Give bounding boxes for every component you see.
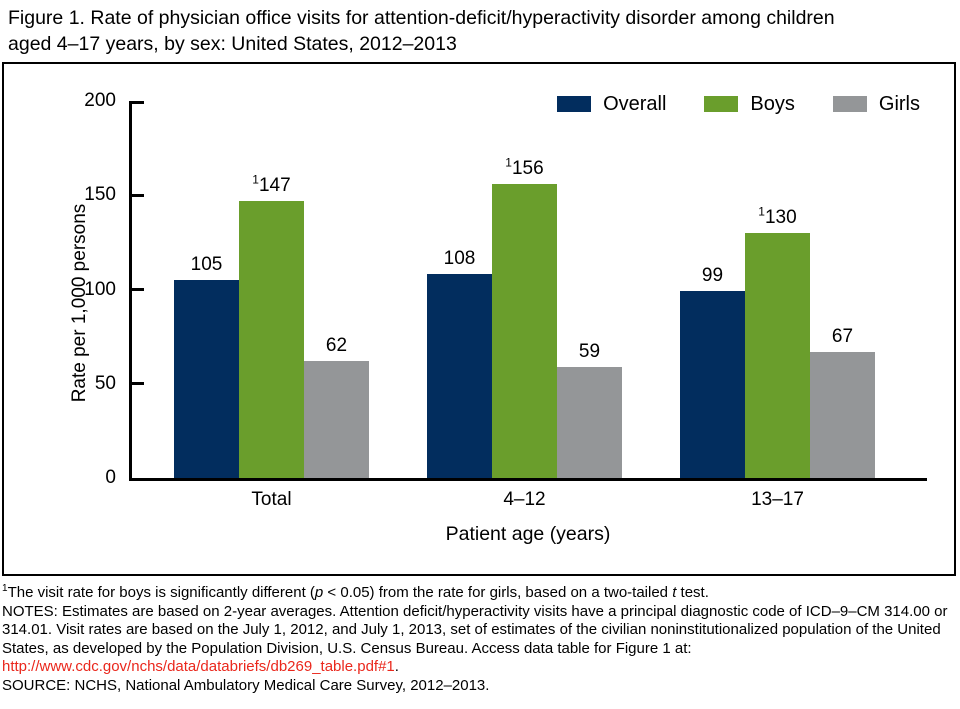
- legend-swatch-boys: [704, 96, 739, 112]
- legend-item-girls: Girls: [832, 92, 920, 116]
- x-axis-tick-label: Total: [251, 489, 292, 510]
- bar-value-label: 1147: [252, 172, 291, 196]
- notes-text: NOTES: Estimates are based on 2-year ave…: [2, 602, 948, 657]
- bar-boys-13-17: [745, 232, 810, 478]
- footnote-text: The visit rate for boys is significantly…: [7, 584, 315, 601]
- bar-overall-total: [174, 280, 239, 478]
- y-axis-tick-mark: [132, 382, 144, 386]
- bar-value-label: 62: [325, 335, 348, 357]
- footnote-text: < 0.05) from the rate for girls, based o…: [323, 584, 673, 601]
- significance-marker: 1: [505, 155, 512, 170]
- bar-boys-total: [239, 200, 304, 478]
- legend-label: Girls: [878, 93, 920, 115]
- footnote-text: test.: [676, 584, 709, 601]
- bar-girls-13-17: [810, 351, 875, 478]
- bar-column: 1156: [492, 101, 557, 478]
- bar-value-label: 1130: [758, 204, 797, 228]
- legend-item-overall: Overall: [557, 92, 666, 116]
- legend: Overall Boys Girls: [557, 92, 920, 116]
- data-table-link[interactable]: http://www.cdc.gov/nchs/data/databriefs/…: [2, 658, 395, 675]
- bar-column: 67: [810, 101, 875, 478]
- figure-title-line2: aged 4–17 years, by sex: United States, …: [8, 33, 457, 55]
- bar-group-total: 105 1147 62: [174, 101, 369, 478]
- bar-column: 62: [304, 101, 369, 478]
- bar-value-label: 67: [831, 325, 854, 347]
- footnote-notes: NOTES: Estimates are based on 2-year ave…: [2, 603, 956, 677]
- bar-value-label: 99: [701, 265, 724, 287]
- footnote-source: SOURCE: NCHS, National Ambulatory Medica…: [2, 676, 490, 694]
- footnote-significance: 1The visit rate for boys is significantl…: [2, 584, 956, 603]
- legend-label: Overall: [603, 93, 667, 115]
- legend-label: Boys: [750, 93, 795, 115]
- footnote-sup-marker: 1: [2, 583, 8, 594]
- legend-swatch-girls: [832, 96, 867, 112]
- bar-group-13-17: 99 1130 67: [680, 101, 875, 478]
- legend-item-boys: Boys: [704, 92, 795, 116]
- bar-column: 99: [680, 101, 745, 478]
- y-axis-tick-label: 150: [84, 184, 116, 206]
- y-axis-tick-mark: [132, 193, 144, 197]
- significance-marker: 1: [758, 204, 765, 219]
- x-axis-tick-label: 4–12: [503, 489, 546, 510]
- bar-column: 59: [557, 101, 622, 478]
- significance-marker: 1: [252, 172, 259, 187]
- bar-overall-4-12: [427, 274, 492, 478]
- y-axis-tick-label: 200: [84, 90, 116, 111]
- x-axis-title: Patient age (years): [445, 523, 611, 545]
- bar-girls-total: [304, 361, 369, 478]
- bar-value-label: 105: [190, 254, 223, 276]
- bar-value-label: 108: [443, 248, 476, 270]
- bar-girls-4-12: [557, 366, 622, 478]
- legend-swatch-overall: [557, 96, 592, 112]
- y-axis-tick-label: 100: [84, 278, 116, 300]
- notes-text-period: .: [394, 658, 399, 675]
- x-axis-tick-label: 13–17: [751, 489, 804, 510]
- bar-column: 105: [174, 101, 239, 478]
- footnote-italic-t: t: [672, 584, 677, 601]
- bar-column: 108: [427, 101, 492, 478]
- bar-boys-4-12: [492, 183, 557, 478]
- figure-title: Figure 1. Rate of physician office visit…: [8, 5, 954, 57]
- bar-column: 1130: [745, 101, 810, 478]
- bar-value-label: 1156: [505, 155, 544, 179]
- y-axis-tick-label: 50: [94, 372, 116, 394]
- figure-title-line1: Figure 1. Rate of physician office visit…: [8, 7, 835, 29]
- bar-column: 1147: [239, 101, 304, 478]
- bar-groups: 105 1147 62 108 1156 59 99 1130 67: [132, 101, 927, 478]
- y-axis-tick-label: 0: [105, 467, 116, 488]
- footnotes: 1The visit rate for boys is significantl…: [2, 584, 956, 695]
- plot-area: 105 1147 62 108 1156 59 99 1130 67: [129, 101, 927, 481]
- bar-overall-13-17: [680, 291, 745, 478]
- chart-frame: Rate per 1,000 persons 105 1147 62 108 1156 5…: [2, 62, 956, 576]
- y-axis-tick-mark: [132, 288, 144, 291]
- bar-value-label: 59: [578, 340, 601, 362]
- bar-group-4-12: 108 1156 59: [427, 101, 622, 478]
- footnote-italic-p: p: [314, 584, 324, 601]
- y-axis-tick-mark: [132, 101, 144, 104]
